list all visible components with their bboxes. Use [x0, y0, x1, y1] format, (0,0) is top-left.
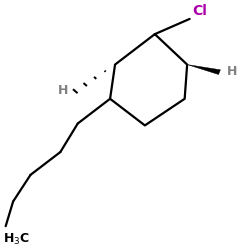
Text: Cl: Cl — [192, 4, 207, 18]
Polygon shape — [187, 64, 220, 74]
Text: H: H — [227, 65, 237, 78]
Text: H$_3$C: H$_3$C — [3, 232, 30, 247]
Text: H: H — [58, 84, 68, 97]
